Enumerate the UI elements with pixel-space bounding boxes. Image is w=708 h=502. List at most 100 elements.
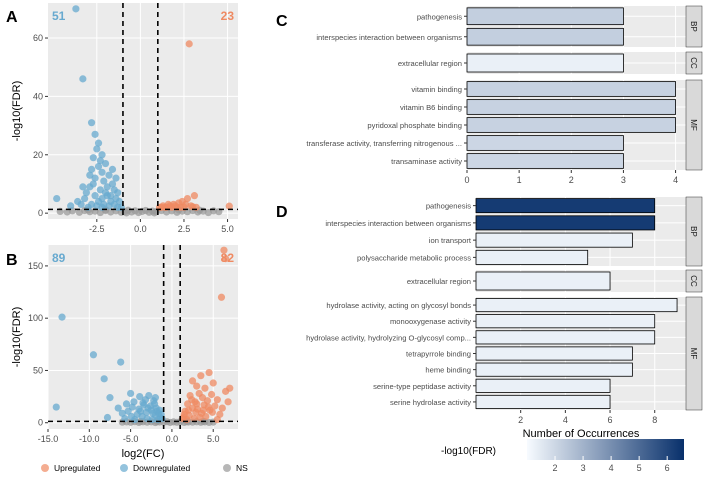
bar	[466, 53, 624, 73]
y-axis-title: -log10(FDR)	[11, 307, 23, 368]
bar	[475, 346, 633, 361]
point-downregulated	[94, 162, 103, 171]
point-downregulated	[106, 394, 114, 402]
point-downregulated	[108, 180, 117, 188]
point-upregulated	[202, 412, 210, 421]
x-tick-label: 2.5	[178, 224, 191, 234]
colorbar-tick-label: 6	[665, 463, 670, 473]
point-upregulated	[207, 390, 216, 399]
bar	[475, 362, 633, 377]
x-tick-label: 1	[517, 175, 522, 185]
point-downregulated	[103, 413, 112, 422]
plot-background	[48, 3, 238, 219]
x-tick-label: 4	[563, 415, 568, 425]
point-downregulated	[105, 202, 113, 210]
point-upregulated	[220, 246, 228, 254]
point-downregulated	[145, 391, 153, 400]
point-downregulated	[96, 157, 104, 165]
facet-CC: extracellular region CC	[407, 269, 703, 293]
x-tick-label: 0.0	[134, 224, 147, 234]
point-upregulated	[201, 384, 209, 392]
bar	[475, 249, 589, 265]
facet-strip-label: BP	[689, 226, 698, 237]
point-downregulated	[87, 119, 96, 127]
point-upregulated	[190, 414, 198, 423]
point-downregulated	[150, 400, 159, 408]
category-label: extracellular region	[407, 277, 471, 286]
bar	[475, 314, 656, 329]
bar	[466, 153, 624, 169]
x-tick-label: 8	[652, 415, 657, 425]
legend-label: Upregulated	[54, 463, 101, 473]
point-upregulated	[193, 382, 201, 390]
point-downregulated	[89, 180, 97, 188]
category-label: pathogenesis	[426, 202, 471, 211]
category-label: polysaccharide metabolic process	[357, 253, 471, 262]
category-label: monooxygenase activity	[390, 317, 471, 326]
point-ns	[150, 209, 158, 217]
facet-strip	[685, 51, 703, 75]
category-label: hydrolase activity, acting on glycosyl b…	[326, 301, 471, 310]
point-downregulated	[52, 403, 60, 411]
panel-label: B	[6, 252, 18, 269]
point-downregulated	[112, 174, 120, 182]
x-tick-label: 4	[673, 175, 678, 185]
category-label: interspecies interaction between organis…	[316, 33, 462, 42]
point-upregulated	[188, 377, 197, 385]
facet-strip	[685, 79, 703, 171]
facet-strip	[685, 5, 703, 48]
point-downregulated	[91, 174, 99, 182]
category-label: ion transport	[429, 236, 472, 245]
category-label: heme binding	[425, 366, 471, 375]
point-upregulated	[183, 194, 192, 203]
point-downregulated	[98, 194, 106, 203]
up-count: 23	[221, 9, 235, 23]
legend-key-upregulated	[41, 464, 49, 472]
point-downregulated	[81, 194, 89, 203]
point-downregulated	[149, 409, 157, 417]
point-downregulated	[79, 75, 87, 83]
bar	[475, 232, 633, 248]
point-downregulated	[96, 186, 104, 194]
category-label: pyridoxal phosphate binding	[367, 121, 462, 130]
point-downregulated	[122, 400, 131, 408]
point-downregulated	[100, 177, 108, 185]
colorbar-tick-label: 3	[581, 463, 586, 473]
facet-BP: pathogenesis interspecies interaction bet…	[325, 196, 703, 267]
point-downregulated	[86, 171, 94, 179]
volcano-panel-B: -15.0 -10.0 -5.0 0.0 5.0 0 50 100 150 89 82 -log10(…	[6, 245, 238, 460]
y-tick-label: 20	[33, 150, 43, 160]
point-upregulated	[222, 254, 230, 263]
legend-key-ns	[223, 464, 231, 472]
category-label: hydrolase activity, hydrolyzing O-glycos…	[306, 333, 471, 342]
facet-strip-label: CC	[689, 57, 698, 69]
point-downregulated	[94, 139, 103, 147]
y-tick-label: 150	[28, 261, 43, 271]
category-label: pathogenesis	[417, 12, 462, 21]
bar	[466, 117, 676, 133]
point-downregulated	[115, 197, 124, 206]
y-tick-label: 60	[33, 33, 43, 43]
y-tick-label: 50	[33, 365, 43, 375]
category-label: vitamin B6 binding	[400, 103, 462, 112]
bar	[475, 330, 656, 345]
category-label: serine-type peptidase activity	[373, 382, 471, 391]
bar	[466, 81, 676, 97]
point-downregulated	[128, 403, 136, 411]
panel-label: A	[6, 9, 18, 26]
colorbar-tick-label: 5	[637, 463, 642, 473]
facet-BP: pathogenesis interspecies interaction bet…	[316, 5, 703, 48]
point-downregulated	[91, 192, 99, 200]
point-upregulated	[224, 398, 232, 406]
x-tick-label: -15.0	[38, 434, 59, 444]
point-downregulated	[89, 154, 97, 162]
category-label: extracellular region	[398, 59, 462, 68]
category-label: interspecies interaction between organis…	[325, 219, 471, 228]
x-axis-title: Number of Occurrences	[523, 428, 640, 440]
legend-label: NS	[236, 463, 248, 473]
facet-MF: vitamin binding vitamin B6 binding pyridox…	[306, 79, 703, 171]
point-downregulated	[103, 183, 111, 191]
facet-MF: hydrolase activity, acting on glycosyl b…	[306, 296, 703, 411]
point-upregulated	[213, 396, 221, 404]
point-downregulated	[89, 351, 98, 359]
